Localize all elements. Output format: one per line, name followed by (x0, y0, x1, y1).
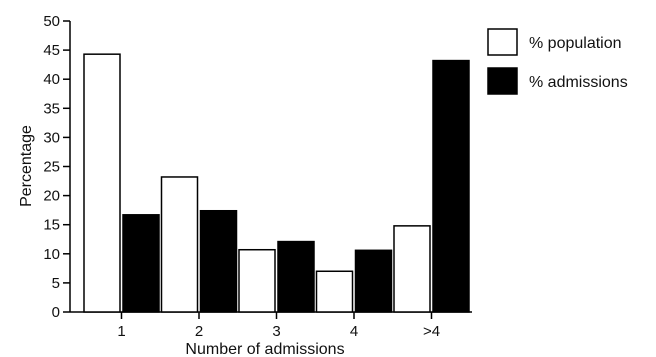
y-tick-label: 0 (52, 304, 60, 321)
y-tick-label: 45 (43, 42, 60, 59)
x-tick-label: 3 (272, 323, 280, 340)
bar-population (238, 248, 276, 313)
legend: % population % admissions (487, 28, 628, 95)
y-tick-label: 35 (43, 100, 60, 117)
bar-population (160, 176, 199, 313)
y-tick-label: 25 (43, 159, 60, 176)
bar-population (393, 225, 431, 313)
y-tick-label: 40 (43, 71, 60, 88)
y-axis: 0 5 10 15 20 25 30 35 40 45 50 (43, 13, 71, 321)
x-tick-label: 1 (117, 323, 125, 340)
legend-label: % population (529, 35, 622, 52)
y-tick-label: 5 (52, 275, 60, 292)
bar-admissions (354, 249, 393, 313)
y-tick-label: 10 (43, 246, 60, 263)
y-tick-label: 15 (43, 217, 60, 234)
y-tick-label: 30 (43, 129, 60, 146)
bars (83, 53, 470, 313)
legend-swatch (487, 67, 518, 95)
bar-population (315, 270, 354, 313)
bar-admissions (277, 240, 315, 313)
y-tick-label: 20 (43, 188, 60, 205)
x-tick-label: 2 (195, 323, 203, 340)
bar-admissions (199, 209, 238, 313)
legend-swatch (487, 28, 518, 56)
bar-admissions (432, 59, 470, 313)
x-axis: 1 2 3 4 >4 (70, 311, 472, 340)
x-tick-label: 4 (350, 323, 358, 340)
y-axis-title: Percentage (18, 125, 35, 207)
bar-admissions (122, 214, 160, 313)
x-tick-label: >4 (423, 323, 440, 340)
x-axis-title: Number of admissions (185, 341, 344, 357)
legend-label: % admissions (529, 74, 628, 91)
y-tick-label: 50 (43, 13, 60, 30)
bar-population (83, 53, 121, 313)
